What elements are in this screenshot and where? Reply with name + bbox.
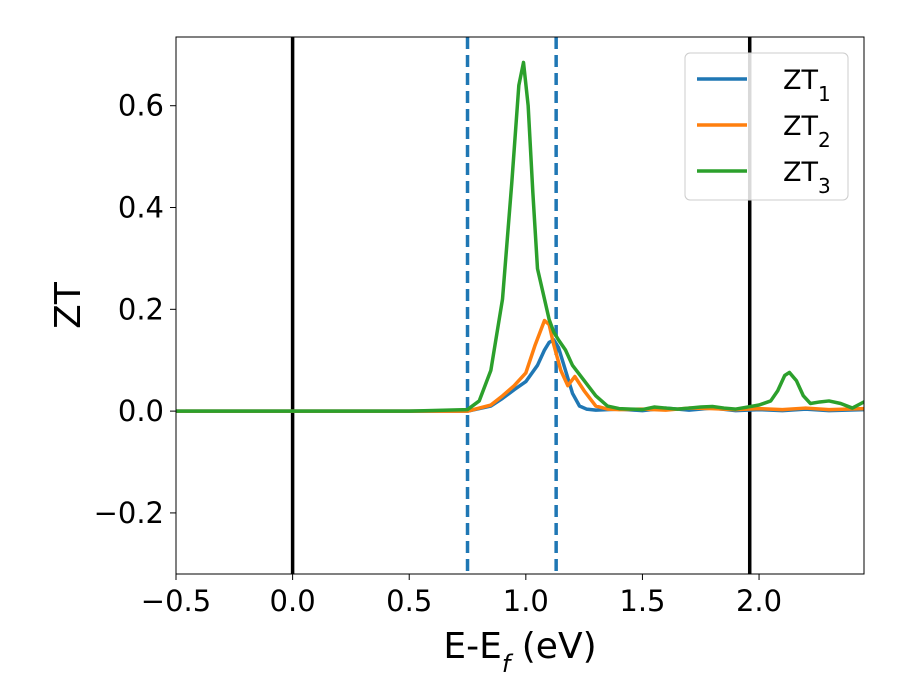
x-tick-label: 2.0	[736, 584, 782, 618]
x-tick-label: 1.5	[619, 584, 665, 618]
y-axis-label: ZT	[48, 281, 89, 329]
legend-label-text: ZT	[783, 157, 818, 188]
legend-label-subscript: 3	[818, 174, 831, 198]
y-tick-label: −0.2	[94, 496, 164, 530]
series-line-zt2	[176, 318, 864, 413]
x-tick-label: 0.0	[270, 584, 316, 618]
x-axis-label: E-Ef (eV)	[443, 626, 596, 678]
legend-label-subscript: 1	[818, 82, 831, 106]
legend-label-zt2: ZT2	[783, 111, 831, 152]
series-line-zt3	[176, 60, 864, 413]
y-tick-label: 0.0	[118, 394, 164, 428]
plot-frame	[175, 36, 865, 575]
series-layer	[176, 60, 864, 413]
legend-label-text: ZT	[783, 65, 818, 96]
legend-label-zt1: ZT1	[783, 65, 831, 106]
legend-label-zt3: ZT3	[783, 157, 831, 198]
x-tick-label: 0.5	[386, 584, 432, 618]
reference-lines	[290, 37, 752, 574]
x-axis: −0.5 0.0 0.5 1.0 1.5 2.0	[141, 574, 782, 618]
y-tick-label: 0.2	[118, 292, 164, 326]
legend-label-subscript: 2	[818, 128, 831, 152]
y-tick-label: 0.4	[118, 191, 164, 225]
legend-box	[684, 52, 849, 201]
x-axis-label-unit: (eV)	[510, 626, 596, 667]
x-tick-label: 1.0	[503, 584, 549, 618]
y-tick-label: 0.6	[118, 89, 164, 123]
y-axis: −0.2 0.0 0.2 0.4 0.6	[94, 89, 176, 530]
series-line-zt1	[176, 338, 864, 413]
x-tick-label: −0.5	[141, 584, 211, 618]
legend-label-text: ZT	[783, 111, 818, 142]
